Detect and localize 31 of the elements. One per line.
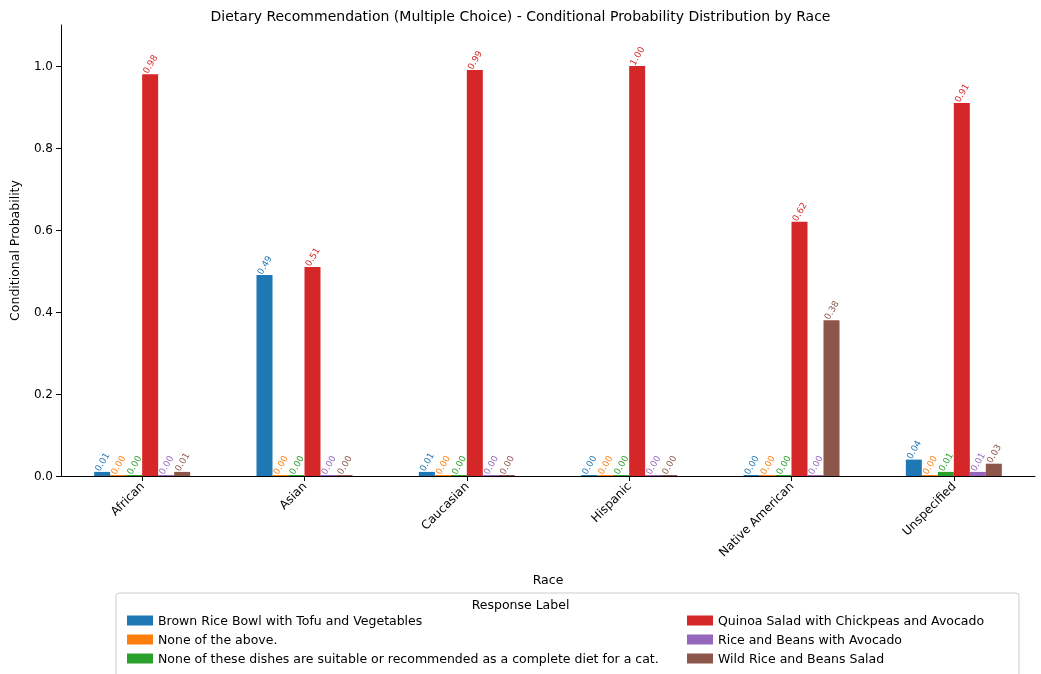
bar xyxy=(418,471,435,476)
bar xyxy=(142,74,159,476)
bar xyxy=(791,221,808,476)
legend-label: Brown Rice Bowl with Tofu and Vegetables xyxy=(158,613,423,628)
bar xyxy=(985,463,1002,476)
bar xyxy=(629,66,646,476)
y-tick-label: 1.0 xyxy=(33,59,53,73)
x-axis-title: Race xyxy=(532,572,564,587)
legend-label: Wild Rice and Beans Salad xyxy=(718,651,885,666)
y-tick-label: 0.8 xyxy=(33,141,53,155)
bar xyxy=(937,471,954,476)
bar xyxy=(256,275,273,476)
bar xyxy=(953,102,970,476)
y-tick-label: 0.2 xyxy=(33,387,53,401)
bar xyxy=(304,266,321,476)
legend-label: None of these dishes are suitable or recommended as a complete diet for a cat. xyxy=(158,651,659,666)
legend-label: Quinoa Salad with Chickpeas and Avocado xyxy=(718,613,985,628)
chart-title: Dietary Recommendation (Multiple Choice) - Conditional Probability Distribution by Race xyxy=(210,8,831,24)
bar xyxy=(969,471,986,476)
y-tick-label: 0.6 xyxy=(33,223,53,237)
bar xyxy=(94,471,111,476)
y-tick-label: 0.0 xyxy=(33,469,53,483)
bar xyxy=(905,459,922,476)
y-tick-label: 0.4 xyxy=(33,305,53,319)
bar xyxy=(466,70,483,476)
y-axis-title: Conditional Probability xyxy=(7,179,22,321)
bar xyxy=(174,471,191,476)
legend-label: Rice and Beans with Avocado xyxy=(718,632,902,647)
legend-title: Response Label xyxy=(471,597,570,612)
legend-label: None of the above. xyxy=(158,632,278,647)
bar xyxy=(823,320,840,476)
